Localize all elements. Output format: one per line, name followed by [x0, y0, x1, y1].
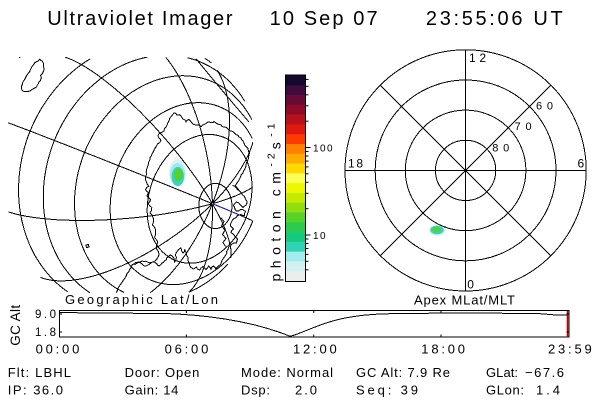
svg-text:1.4: 1.4	[536, 382, 560, 397]
svg-text:Dsp:: Dsp:	[241, 382, 270, 397]
svg-text:10 Sep 07: 10 Sep 07	[270, 8, 378, 30]
svg-text:2.0: 2.0	[295, 382, 317, 397]
svg-text:12:00: 12:00	[293, 342, 337, 357]
svg-text:23:55:06 UT: 23:55:06 UT	[426, 8, 563, 30]
svg-text:100: 100	[313, 144, 333, 155]
svg-text:Door: Open: Door: Open	[125, 365, 200, 380]
svg-text:Seq: 39: Seq: 39	[356, 382, 418, 397]
svg-text:Mode: Normal: Mode: Normal	[241, 365, 333, 380]
svg-text:GLat:: GLat:	[486, 365, 518, 380]
svg-text:Gain: 14: Gain: 14	[125, 382, 179, 397]
svg-text:18:00: 18:00	[421, 342, 465, 357]
svg-text:Geographic Lat/Lon: Geographic Lat/Lon	[65, 292, 218, 307]
svg-text:Apex MLat/MLT: Apex MLat/MLT	[414, 293, 515, 308]
svg-text:9.0: 9.0	[35, 309, 56, 321]
svg-text:GC Alt: 7.9 Re: GC Alt: 7.9 Re	[356, 365, 450, 380]
svg-text:6: 6	[578, 157, 585, 171]
svg-text:10: 10	[313, 231, 326, 242]
svg-text:GLon:: GLon:	[486, 382, 524, 397]
svg-text:06:00: 06:00	[165, 342, 209, 357]
svg-text:23:59: 23:59	[548, 342, 592, 357]
svg-text:00:00: 00:00	[36, 342, 80, 357]
svg-text:Flt: LBHL: Flt: LBHL	[8, 365, 71, 380]
svg-text:0: 0	[467, 278, 474, 292]
svg-text:GC Alt: GC Alt	[8, 305, 23, 346]
svg-text:−67.6: −67.6	[525, 365, 564, 380]
svg-text:18: 18	[348, 157, 363, 171]
svg-text:1.8: 1.8	[35, 327, 56, 339]
svg-text:photon cm-2s-1: photon cm-2s-1	[266, 119, 284, 281]
